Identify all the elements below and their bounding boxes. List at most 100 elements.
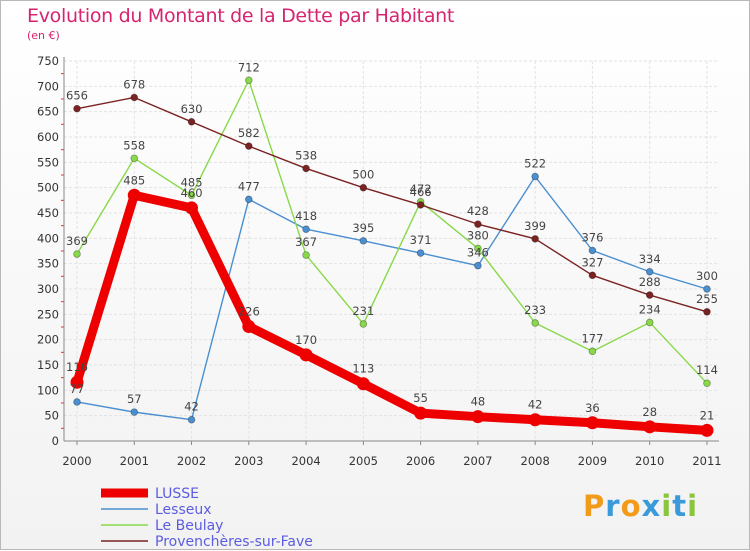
logo-letter: r — [605, 489, 621, 523]
x-tick-label: 2011 — [692, 454, 721, 468]
x-tick-label: 2003 — [234, 454, 263, 468]
data-label: 255 — [696, 292, 718, 306]
data-point — [356, 377, 370, 391]
data-point — [645, 267, 654, 276]
data-point — [73, 250, 81, 258]
data-labels: 77 57 42 477 418 395 371 346 522 376 334 300 369 558 4… — [66, 60, 718, 422]
legend-label: Lesseux — [155, 502, 212, 518]
data-label: 42 — [528, 398, 543, 412]
data-label: 472 — [410, 182, 432, 196]
data-label: 500 — [352, 168, 374, 182]
proxiti-logo: Proxiti — [583, 489, 698, 523]
data-point — [73, 104, 81, 113]
data-label: 300 — [696, 269, 718, 283]
data-point — [645, 291, 654, 299]
data-point — [703, 379, 711, 388]
data-point — [531, 172, 539, 181]
y-tick-label: 700 — [37, 79, 59, 93]
data-point — [703, 285, 711, 293]
data-label: 712 — [238, 60, 260, 74]
data-label: 380 — [467, 228, 489, 242]
data-label: 226 — [238, 304, 260, 318]
data-point — [588, 271, 597, 280]
data-point — [245, 142, 253, 150]
data-point — [185, 201, 199, 215]
data-point — [531, 319, 539, 327]
data-label: 234 — [639, 302, 661, 316]
series-line-1 — [72, 190, 712, 435]
data-label: 460 — [181, 186, 203, 200]
axes — [61, 57, 719, 445]
data-point — [588, 347, 597, 356]
data-label: 233 — [524, 303, 546, 317]
data-label: 399 — [524, 219, 546, 233]
data-label: 177 — [581, 331, 603, 345]
y-tick-label: 550 — [37, 155, 59, 169]
data-label: 678 — [123, 77, 145, 91]
y-tick-label: 250 — [37, 307, 59, 321]
data-label: 231 — [352, 304, 374, 318]
x-tick-label: 2001 — [120, 454, 149, 468]
data-label: 48 — [471, 395, 486, 409]
data-point — [299, 348, 313, 362]
logo-letter: t — [672, 489, 688, 523]
data-point — [130, 154, 139, 163]
data-point — [187, 415, 196, 424]
logo-letter: x — [641, 489, 662, 523]
data-point — [187, 191, 196, 200]
data-label: 538 — [295, 148, 317, 162]
data-label: 36 — [585, 401, 600, 415]
chart-subtitle: (en €) — [27, 29, 60, 42]
x-tick-label: 2002 — [177, 454, 206, 468]
x-tick-label: 2005 — [349, 454, 378, 468]
legend-label: Provenchères-sur-Fave — [155, 534, 313, 550]
data-label: 367 — [295, 235, 317, 249]
data-label: 327 — [581, 255, 603, 269]
logo-letter: i — [661, 489, 673, 523]
data-label: 116 — [66, 360, 88, 374]
data-point — [474, 261, 482, 270]
series-line-3 — [76, 79, 708, 384]
y-tick-label: 350 — [37, 257, 59, 271]
data-point — [359, 237, 368, 245]
data-label: 21 — [700, 408, 715, 422]
y-tick-label: 400 — [37, 231, 59, 245]
data-label: 558 — [123, 138, 145, 152]
data-point — [359, 183, 368, 192]
series-line-2 — [76, 175, 708, 421]
data-label: 466 — [410, 185, 432, 199]
legend-label: Le Beulay — [155, 518, 223, 534]
y-tick-label: 600 — [37, 130, 59, 144]
data-label: 376 — [581, 230, 603, 244]
data-point — [359, 320, 368, 328]
data-label: 334 — [639, 252, 661, 266]
data-point — [130, 408, 139, 416]
data-label: 28 — [642, 405, 657, 419]
data-label: 371 — [410, 233, 432, 247]
data-point — [700, 423, 714, 437]
y-tick-label: 150 — [37, 358, 59, 372]
data-point — [416, 249, 425, 257]
data-label: 630 — [181, 102, 203, 116]
data-point — [528, 413, 542, 427]
data-point — [474, 244, 482, 253]
data-label: 369 — [66, 234, 88, 248]
data-point — [73, 398, 81, 406]
data-point — [242, 319, 256, 333]
x-tick-label: 2010 — [635, 454, 664, 468]
data-point — [130, 93, 139, 102]
data-label: 57 — [127, 392, 142, 406]
data-point — [531, 235, 539, 243]
y-tick-label: 450 — [37, 206, 59, 220]
data-point — [414, 406, 428, 420]
data-label: 113 — [352, 362, 374, 376]
data-point — [187, 118, 196, 126]
data-point — [127, 188, 141, 202]
y-tick-label: 500 — [37, 181, 59, 195]
data-point — [70, 375, 84, 389]
logo-letter: P — [583, 489, 606, 523]
y-tick-label: 100 — [37, 383, 59, 397]
data-label: 522 — [524, 157, 546, 171]
